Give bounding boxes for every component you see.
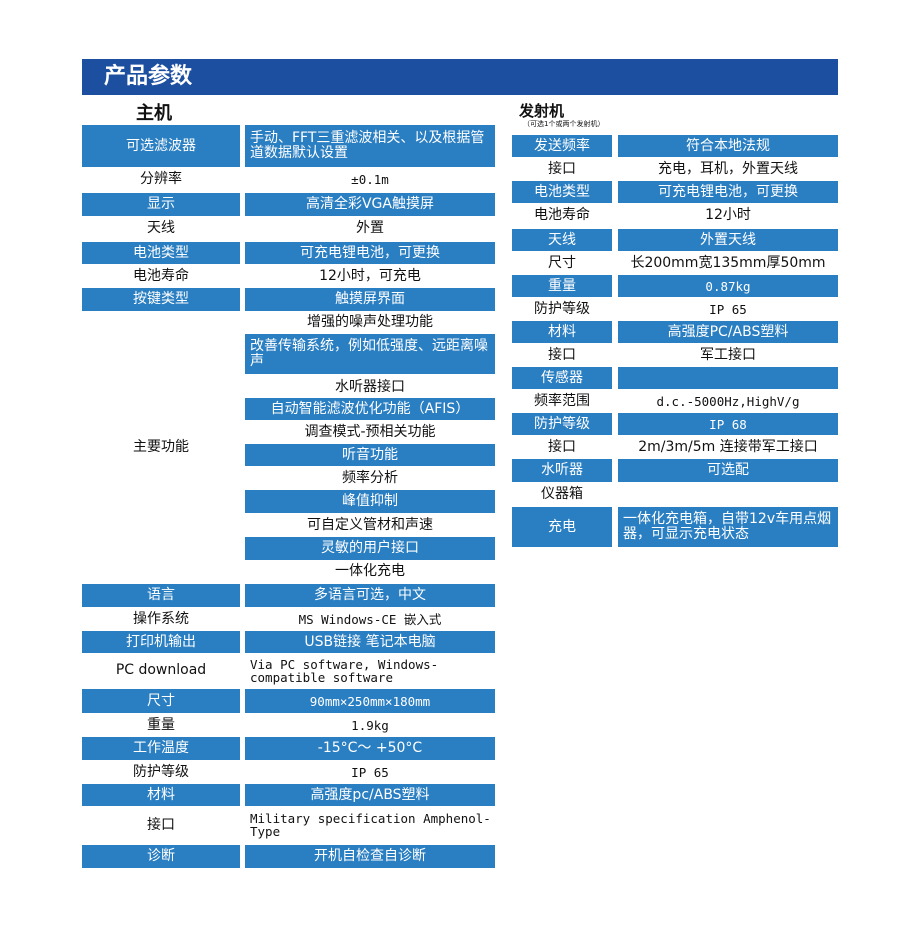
spec-value: 可充电锂电池，可更换 xyxy=(245,242,495,264)
spec-label: 电池类型 xyxy=(512,181,612,203)
spec-value: 外置天线 xyxy=(618,229,838,251)
spec-value: 12小时 xyxy=(705,207,751,223)
spec-value: ±0.1m xyxy=(351,172,389,187)
feature-item: 可自定义管材和声速 xyxy=(307,516,433,533)
spec-label: 频率范围 xyxy=(534,392,590,409)
spec-label: 打印机输出 xyxy=(82,631,240,653)
feature-item: 频率分析 xyxy=(342,469,398,486)
spec-value: 高强度pc/ABS塑料 xyxy=(245,784,495,806)
spec-label: PC download xyxy=(115,662,207,678)
spec-value: 手动、FFT三重滤波相关、以及根据管道数据默认设置 xyxy=(245,125,495,167)
spec-label: 接口 xyxy=(548,438,576,455)
spec-value: 外置 xyxy=(356,220,384,236)
spec-label: 尺寸 xyxy=(548,254,576,271)
spec-value: 高强度PC/ABS塑料 xyxy=(618,321,838,343)
spec-label: 接口 xyxy=(147,816,175,833)
spec-label: 水听器 xyxy=(512,459,612,482)
spec-value: Military specification Amphenol-Type xyxy=(250,811,491,839)
spec-label: 按键类型 xyxy=(82,288,240,311)
spec-value: 触摸屏界面 xyxy=(245,288,495,311)
spec-value: 充电，耳机，外置天线 xyxy=(658,160,798,177)
spec-value: IP 68 xyxy=(618,413,838,435)
spec-label: 材料 xyxy=(82,784,240,806)
feature-item: 增强的噪声处理功能 xyxy=(307,314,433,330)
spec-label: 操作系统 xyxy=(133,610,189,627)
spec-label: 显示 xyxy=(82,193,240,216)
spec-value: -15°C～ +50°C xyxy=(245,737,495,760)
page-title: 产品参数 xyxy=(82,59,838,95)
spec-label: 传感器 xyxy=(512,367,612,389)
feature-item: 灵敏的用户接口 xyxy=(245,537,495,560)
spec-label: 语言 xyxy=(82,584,240,607)
spec-label: 材料 xyxy=(512,321,612,343)
spec-label: 仪器箱 xyxy=(541,485,583,502)
feature-item: 调查模式-预相关功能 xyxy=(304,423,436,440)
spec-label: 尺寸 xyxy=(82,689,240,713)
spec-label: 工作温度 xyxy=(82,737,240,760)
transmitter-subheading: （可选1个或两个发射机） xyxy=(523,120,605,128)
feature-item: 自动智能滤波优化功能（AFIS） xyxy=(245,398,495,420)
spec-label: 分辨率 xyxy=(140,171,182,187)
spec-label: 重量 xyxy=(512,275,612,297)
spec-value: 军工接口 xyxy=(700,346,756,363)
spec-value xyxy=(618,367,838,389)
spec-label: 发送频率 xyxy=(512,135,612,157)
spec-label: 天线 xyxy=(147,220,175,236)
spec-value: 0.87kg xyxy=(618,275,838,297)
spec-label: 防护等级 xyxy=(512,413,612,435)
spec-label: 可选滤波器 xyxy=(82,125,240,167)
spec-value: 长200mm宽135mm厚50mm xyxy=(630,254,826,271)
spec-value: 90mm×250mm×180mm xyxy=(245,689,495,713)
feature-item: 听音功能 xyxy=(245,444,495,466)
spec-value: 符合本地法规 xyxy=(618,135,838,157)
feature-item: 峰值抑制 xyxy=(245,490,495,513)
spec-value: 12小时，可充电 xyxy=(319,267,421,284)
spec-label: 电池类型 xyxy=(82,242,240,264)
spec-label: 接口 xyxy=(548,160,576,177)
spec-label: 天线 xyxy=(512,229,612,251)
spec-value: 2m/3m/5m 连接带军工接口 xyxy=(638,438,818,455)
spec-value: d.c.-5000Hz,HighV/g xyxy=(656,393,800,409)
feature-item: 一体化充电 xyxy=(335,563,405,579)
spec-value: 1.9kg xyxy=(351,717,389,733)
spec-value: IP 65 xyxy=(709,301,747,317)
spec-label: 主要功能 xyxy=(133,438,189,455)
host-heading: 主机 xyxy=(136,103,172,124)
spec-label: 电池寿命 xyxy=(534,207,590,223)
spec-value: MS Windows-CE 嵌入式 xyxy=(298,611,442,627)
spec-label: 充电 xyxy=(512,507,612,547)
spec-value: 开机自检查自诊断 xyxy=(245,845,495,868)
spec-value: 一体化充电箱，自带12v车用点烟器，可显示充电状态 xyxy=(618,507,838,547)
spec-label: 接口 xyxy=(548,346,576,363)
spec-value: 可选配 xyxy=(618,459,838,482)
spec-label: 防护等级 xyxy=(133,763,189,780)
spec-label: 重量 xyxy=(147,716,175,733)
spec-label: 诊断 xyxy=(82,845,240,868)
spec-value: 可充电锂电池，可更换 xyxy=(618,181,838,203)
spec-label: 电池寿命 xyxy=(133,267,189,284)
spec-value: Via PC software, Windows-compatible soft… xyxy=(250,656,439,685)
spec-value: USB链接 笔记本电脑 xyxy=(245,631,495,653)
transmitter-heading: 发射机 xyxy=(519,102,565,120)
feature-item: 改善传输系统，例如低强度、远距离噪声 xyxy=(245,334,495,374)
feature-item: 水听器接口 xyxy=(335,378,405,395)
spec-label: 防护等级 xyxy=(534,300,590,317)
spec-value: 多语言可选，中文 xyxy=(245,584,495,607)
spec-value: IP 65 xyxy=(351,764,389,780)
spec-value: 高清全彩VGA触摸屏 xyxy=(245,193,495,216)
